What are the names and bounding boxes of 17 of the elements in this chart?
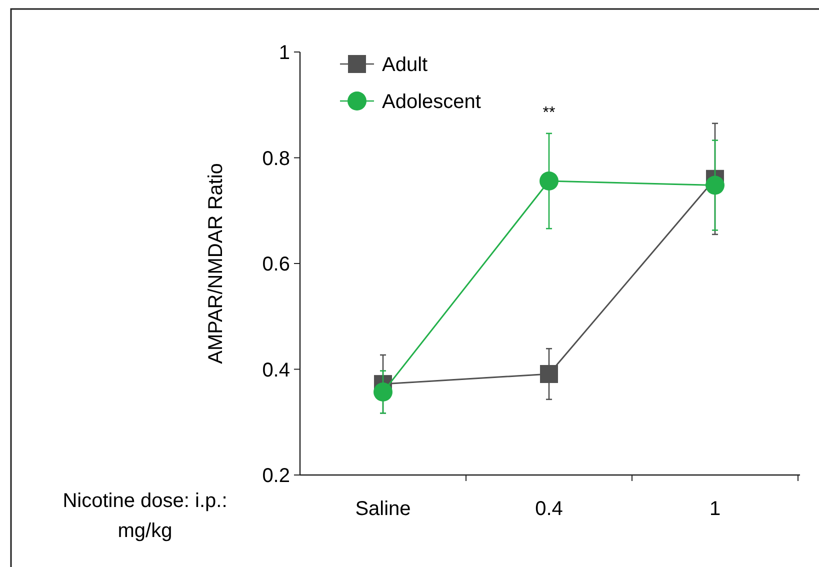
y-tick-label: 1 [278,42,290,64]
y-tick-label: 0.6 [262,254,290,276]
x-axis-title: Nicotine dose: i.p.: mg/kg [62,490,228,542]
legend-label: Adolescent [382,91,482,113]
x-tick-label: Saline [355,498,411,520]
annotation: ** [542,104,556,122]
point [706,176,724,195]
point [540,172,558,191]
x-tick-label: 1 [709,498,721,520]
legend-label: Adult [382,54,428,76]
y-axis-title: AMPAR/NMDAR Ratio [205,163,227,364]
point [540,365,558,384]
y-tick-label: 0.4 [262,359,290,382]
y-tick-label: 0.2 [262,465,290,487]
y-tick-label: 0.8 [262,148,290,170]
x-tick-label: 0.4 [535,498,563,520]
point [374,382,392,402]
